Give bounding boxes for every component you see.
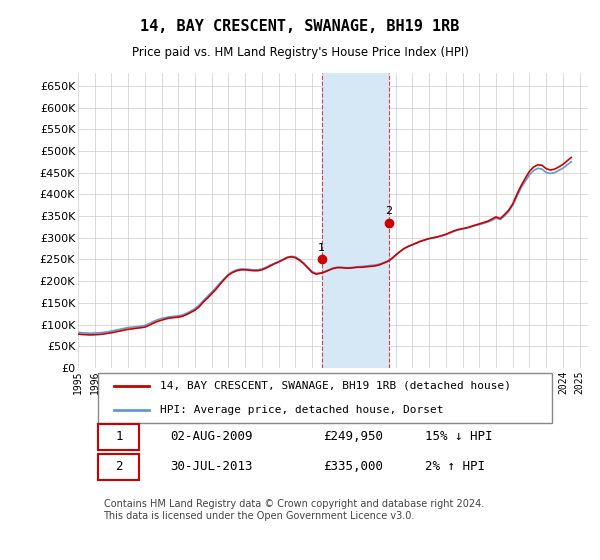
Text: Price paid vs. HM Land Registry's House Price Index (HPI): Price paid vs. HM Land Registry's House … [131, 46, 469, 59]
Text: 14, BAY CRESCENT, SWANAGE, BH19 1RB: 14, BAY CRESCENT, SWANAGE, BH19 1RB [140, 18, 460, 34]
Text: 02-AUG-2009: 02-AUG-2009 [170, 431, 253, 444]
14, BAY CRESCENT, SWANAGE, BH19 1RB (detached house) [233, 267, 241, 274]
14, BAY CRESCENT, SWANAGE, BH19 1RB (detached house) [179, 313, 186, 320]
Text: 2% ↑ HPI: 2% ↑ HPI [425, 460, 485, 473]
FancyBboxPatch shape [98, 424, 139, 450]
FancyBboxPatch shape [98, 373, 552, 423]
Text: 1: 1 [318, 243, 325, 253]
HPI: Average price, detached house, Dorset: (2e+03, 8.2e+04): Average price, detached house, Dorset: (… [74, 329, 82, 335]
Text: £335,000: £335,000 [323, 460, 383, 473]
Text: 15% ↓ HPI: 15% ↓ HPI [425, 431, 493, 444]
14, BAY CRESCENT, SWANAGE, BH19 1RB (detached house) [367, 263, 374, 270]
Line: 14, BAY CRESCENT, SWANAGE, BH19 1RB (detached house): 14, BAY CRESCENT, SWANAGE, BH19 1RB (det… [78, 157, 571, 335]
14, BAY CRESCENT, SWANAGE, BH19 1RB (detached house) [74, 331, 82, 338]
Text: Contains HM Land Registry data © Crown copyright and database right 2024.
This d: Contains HM Land Registry data © Crown c… [104, 500, 484, 521]
Line: HPI: Average price, detached house, Dorset: HPI: Average price, detached house, Dors… [78, 162, 571, 333]
Text: 2: 2 [385, 206, 392, 216]
HPI: Average price, detached house, Dorset: (2e+03, 8e+04): Average price, detached house, Dorset: (… [87, 330, 94, 337]
14, BAY CRESCENT, SWANAGE, BH19 1RB (detached house) [501, 211, 508, 218]
14, BAY CRESCENT, SWANAGE, BH19 1RB (detached house) [438, 232, 445, 239]
Text: 14, BAY CRESCENT, SWANAGE, BH19 1RB (detached house): 14, BAY CRESCENT, SWANAGE, BH19 1RB (det… [160, 381, 511, 391]
Bar [322, 73, 389, 368]
Text: HPI: Average price, detached house, Dorset: HPI: Average price, detached house, Dors… [160, 404, 443, 414]
HPI: Average price, detached house, Dorset: (2e+03, 2.26e+05): Average price, detached house, Dorset: (… [233, 267, 241, 273]
14, BAY CRESCENT, SWANAGE, BH19 1RB (detached house) [87, 332, 94, 338]
Text: 1: 1 [115, 431, 122, 444]
HPI: Average price, detached house, Dorset: (2.02e+03, 3.3e+05): Average price, detached house, Dorset: (… [476, 221, 483, 228]
HPI: Average price, detached house, Dorset: (2.02e+03, 3.04e+05): Average price, detached house, Dorset: (… [438, 232, 445, 239]
HPI: Average price, detached house, Dorset: (2.02e+03, 4.75e+05): Average price, detached house, Dorset: (… [568, 158, 575, 165]
HPI: Average price, detached house, Dorset: (2.01e+03, 2.36e+05): Average price, detached house, Dorset: (… [367, 262, 374, 269]
HPI: Average price, detached house, Dorset: (2.02e+03, 3.5e+05): Average price, detached house, Dorset: (… [501, 213, 508, 220]
Text: £249,950: £249,950 [323, 431, 383, 444]
14, BAY CRESCENT, SWANAGE, BH19 1RB (detached house) [568, 154, 575, 161]
HPI: Average price, detached house, Dorset: (2e+03, 1.22e+05): Average price, detached house, Dorset: (… [179, 311, 186, 318]
Text: 2: 2 [115, 460, 122, 473]
FancyBboxPatch shape [98, 454, 139, 480]
14, BAY CRESCENT, SWANAGE, BH19 1RB (detached house) [476, 221, 483, 227]
Text: 30-JUL-2013: 30-JUL-2013 [170, 460, 253, 473]
